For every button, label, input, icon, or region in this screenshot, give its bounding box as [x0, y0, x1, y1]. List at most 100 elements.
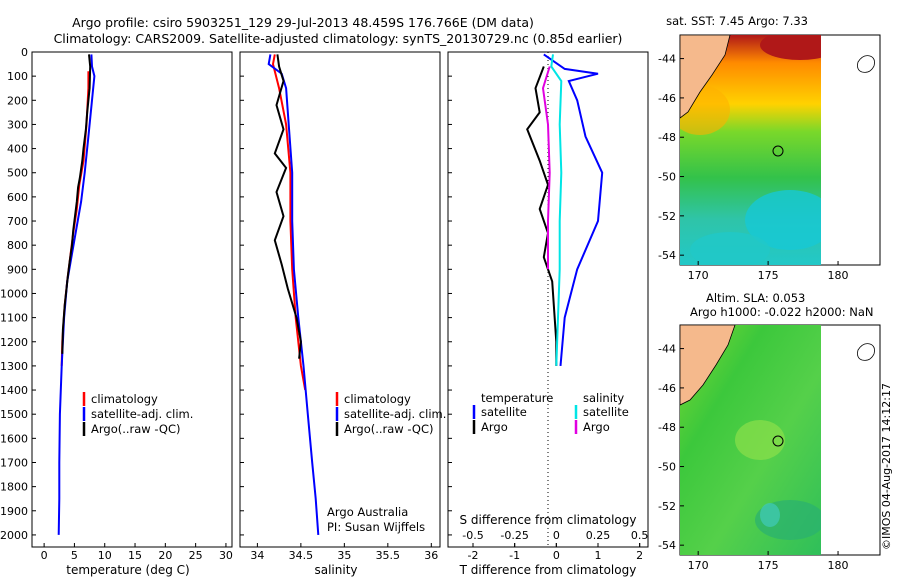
salinity-series: [267, 54, 320, 535]
x-tick-label: -2: [468, 549, 479, 562]
temperature-xticks: 0 5 10 15 20 25 30: [41, 543, 233, 562]
temperature-xlabel: temperature (deg C): [66, 563, 189, 577]
sla-island: [857, 343, 875, 361]
series-salinity-argo: [541, 66, 551, 270]
sst-island: [857, 55, 875, 73]
sst-cyan-patch: [745, 190, 821, 250]
x-tick-label: 5: [71, 549, 78, 562]
map-y-tick-label: -48: [658, 131, 676, 144]
sst-red-patch: [760, 35, 821, 60]
x-tick-label: 34: [250, 549, 264, 562]
salinity-yticks: [240, 51, 244, 536]
x-tick-label: 2: [636, 549, 643, 562]
map-y-tick-label: -54: [658, 539, 676, 552]
series-climatology: [271, 54, 307, 391]
annotation-argo-australia: Argo Australia: [327, 505, 408, 519]
map-y-tick-label: -44: [658, 53, 676, 66]
salinity-xlabel: salinity: [314, 563, 357, 577]
map-y-tick-label: -52: [658, 210, 676, 223]
legend-label-s-satellite: satellite: [583, 405, 629, 419]
map-y-tick-label: -46: [658, 382, 676, 395]
map-x-tick-label: 175: [758, 269, 779, 282]
x-tick-label: 35: [337, 549, 351, 562]
map-y-tick-label: -48: [658, 421, 676, 434]
series-argo-raw-qc-: [61, 54, 92, 354]
sst-land: [680, 35, 731, 119]
difference-xlabel: T difference from climatology: [459, 563, 637, 577]
sla-yticks: -44 -46 -48 -50 -52 -54: [658, 343, 684, 552]
series-salinity-satellite: [550, 54, 563, 366]
pressure-tick-label: 400: [7, 143, 28, 156]
sst-map-panel: sat. SST: 7.45 Argo: 7.33 170 175 180 -44 -…: [658, 14, 881, 282]
sla-map-title-line2: Argo h1000: -0.022 h2000: NaN: [690, 305, 874, 319]
x-tick-label: -0.5: [462, 529, 483, 542]
x-tick-label: -0.25: [500, 529, 528, 542]
pressure-tick-label: 500: [7, 167, 28, 180]
temperature-legend: climatology satellite-adj. clim. Argo(..…: [82, 392, 193, 436]
series-satellite-adj-clim-: [57, 54, 96, 535]
figure-title-line2: Climatology: CARS2009. Satellite-adjuste…: [54, 31, 623, 46]
map-y-tick-label: -50: [658, 171, 676, 184]
difference-x2label: S difference from climatology: [460, 513, 637, 527]
pressure-tick-label: 900: [7, 263, 28, 276]
x-tick-label: 25: [189, 549, 203, 562]
sla-land: [680, 325, 736, 406]
sla-xticks: 170 175 180: [688, 551, 849, 572]
map-x-tick-label: 170: [688, 559, 709, 572]
pressure-tick-label: 1100: [0, 312, 28, 325]
pressure-tick-label: 1600: [0, 432, 28, 445]
x-tick-label: 34.5: [289, 549, 314, 562]
map-y-tick-label: -52: [658, 500, 676, 513]
map-y-tick-label: -46: [658, 92, 676, 105]
pressure-tick-label: 2000: [0, 529, 28, 542]
pressure-tick-label: 1800: [0, 481, 28, 494]
pressure-tick-label: 600: [7, 191, 28, 204]
x-tick-label: 35.5: [376, 549, 401, 562]
salinity-panel: 34 34.5 35 35.5 36 salinity climatology sate…: [239, 51, 446, 577]
x-tick-label: 0: [553, 549, 560, 562]
series-temperature-argo: [526, 66, 558, 366]
map-y-tick-label: -44: [658, 343, 676, 356]
x-tick-label: 0.5: [631, 529, 649, 542]
pressure-tick-label: 1200: [0, 336, 28, 349]
pressure-tick-label: 1000: [0, 287, 28, 300]
pressure-tick-label: 100: [7, 70, 28, 83]
temperature-axes-frame: [31, 51, 233, 548]
legend-label-argo: Argo(..raw -QC): [344, 422, 434, 436]
sst-profile-marker: [772, 145, 784, 157]
pressure-tick-label: 1400: [0, 384, 28, 397]
pressure-tick-label: 800: [7, 239, 28, 252]
temperature-panel: 0100200300400500600700800900100011001200…: [0, 46, 233, 577]
series-temperature-satellite: [543, 53, 604, 366]
sla-cyan-patch: [760, 503, 780, 527]
legend-label-s-argo: Argo: [583, 420, 610, 434]
x-tick-label: 0: [553, 529, 560, 542]
legend-label-argo: Argo(..raw -QC): [91, 422, 181, 436]
sst-xticks: 170 175 180: [688, 261, 849, 282]
x-tick-label: 36: [424, 549, 438, 562]
pressure-tick-label: 1700: [0, 456, 28, 469]
difference-panel: -2 -1 0 1 2 -0.5 -0.25 0 0.25 0.5 S difference f…: [447, 51, 649, 577]
difference-yticks: [448, 51, 452, 536]
salinity-xticks: 34 34.5 35 35.5 36: [250, 543, 438, 562]
salinity-legend: climatology satellite-adj. clim. Argo(..…: [335, 392, 446, 436]
legend-label-satellite: satellite-adj. clim.: [344, 407, 446, 421]
difference-legend: temperature salinity satellite Argo sate…: [472, 391, 629, 434]
sla-profile-marker: [772, 435, 784, 447]
sla-map-panel: Altim. SLA: 0.053 Argo h1000: -0.022 h20…: [658, 291, 881, 572]
series-argo-raw-qc-: [273, 54, 302, 359]
x-tick-label: 10: [98, 549, 112, 562]
pressure-ticks: 0 100 200 300 400 500 600 700 800 900 1000 1100 1200…: [0, 46, 36, 542]
sst-map-title: sat. SST: 7.45 Argo: 7.33: [666, 14, 808, 28]
salinity-axes-frame: [239, 51, 441, 548]
map-y-tick-label: -50: [658, 461, 676, 474]
map-x-tick-label: 170: [688, 269, 709, 282]
x-tick-label: 15: [128, 549, 142, 562]
pressure-tick-label: 200: [7, 94, 28, 107]
legend-label-satellite: satellite-adj. clim.: [91, 407, 193, 421]
legend-label-t-satellite: satellite: [481, 405, 527, 419]
map-x-tick-label: 180: [828, 269, 849, 282]
map-x-tick-label: 175: [758, 559, 779, 572]
legend-title-temperature: temperature: [481, 391, 553, 405]
imos-credit: ©IMOS 04-Aug-2017 14:12:17: [880, 383, 893, 550]
